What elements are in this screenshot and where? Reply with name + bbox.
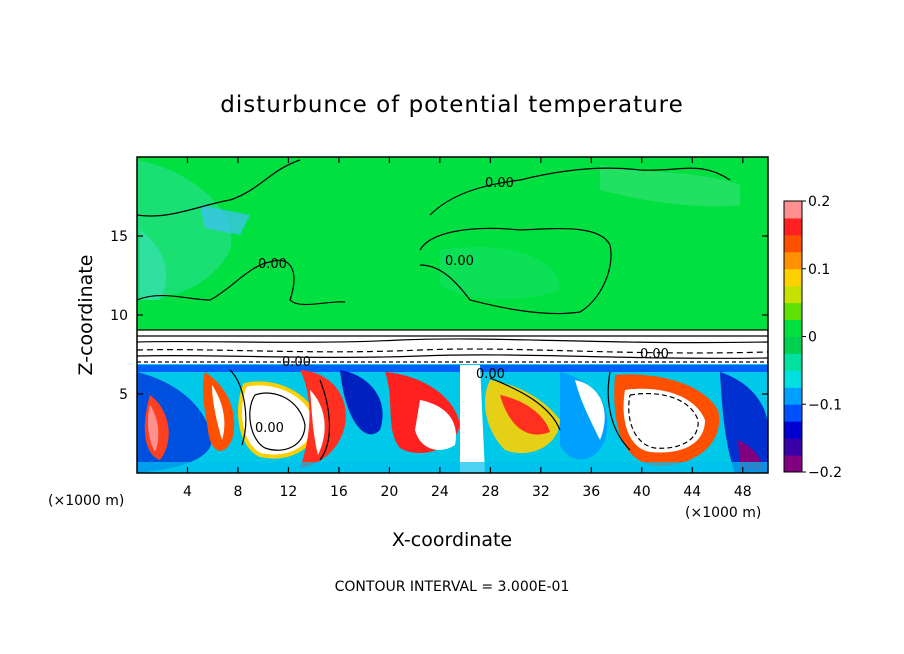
y-axis-label: Z-coordinate [75, 255, 97, 376]
x-tick-label: 36 [582, 484, 600, 500]
y-tick-label: 15 [110, 229, 128, 245]
colorbar-swatch [784, 438, 802, 456]
colorbar-swatch [784, 421, 802, 439]
colorbar-swatch [784, 217, 802, 236]
x-tick-label: 48 [734, 484, 752, 500]
upper-layer-patches [137, 160, 740, 300]
contour-interval-note: CONTOUR INTERVAL = 3.000E-01 [335, 579, 570, 595]
x-tick-label: 32 [532, 484, 550, 500]
colorbar-tick-label: −0.1 [808, 397, 842, 413]
contour-labels: 0.00 0.00 0.00 0.00 0.00 0.00 0.00 [255, 176, 669, 436]
colorbar-swatch [784, 370, 802, 388]
y-axis: 5 10 15 [110, 229, 768, 403]
x-unit-right: (×1000 m) [685, 505, 761, 521]
colorbar-swatch [784, 336, 802, 354]
x-tick-label: 28 [481, 484, 499, 500]
contour-lines [137, 159, 768, 461]
colorbar-swatch [784, 285, 802, 304]
x-tick-label: 24 [431, 484, 449, 500]
x-axis: 4 8 12 16 20 24 28 32 36 40 44 48 [183, 157, 752, 500]
contour-label: 0.00 [282, 355, 311, 370]
y-tick-label: 5 [119, 387, 128, 403]
x-unit-left: (×1000 m) [48, 493, 124, 509]
colorbar-swatch [784, 319, 802, 337]
colorbar-swatch [784, 302, 802, 321]
colorbar: 0.2 0.1 0 −0.1 −0.2 [783, 194, 842, 481]
contour-label: 0.00 [258, 257, 287, 272]
x-tick-label: 16 [330, 484, 348, 500]
plot-area: 0.00 0.00 0.00 0.00 0.00 0.00 0.00 [137, 157, 768, 473]
colorbar-swatch [784, 353, 802, 371]
x-tick-label: 8 [233, 484, 242, 500]
contour-label: 0.00 [640, 347, 669, 362]
chart-title: disturbunce of potential temperature [220, 92, 684, 118]
x-tick-label: 20 [380, 484, 398, 500]
x-axis-label: X-coordinate [392, 529, 512, 551]
y-tick-label: 10 [110, 308, 128, 324]
colorbar-swatch [784, 201, 802, 219]
colorbar-swatch [784, 404, 802, 422]
x-tick-label: 44 [683, 484, 701, 500]
inversion-band [137, 330, 768, 364]
colorbar-tick-label: 0.1 [808, 262, 830, 278]
colorbar-swatch [784, 455, 802, 473]
x-tick-label: 4 [183, 484, 192, 500]
colorbar-swatch [784, 387, 802, 405]
colorbar-swatch [784, 251, 802, 270]
lower-layer-blobs [137, 365, 768, 473]
colorbar-tick-label: 0.2 [808, 194, 830, 210]
contour-label: 0.00 [476, 367, 505, 382]
colorbar-swatch [784, 268, 802, 287]
colorbar-swatch [784, 234, 802, 253]
colorbar-tick-label: 0 [808, 330, 817, 346]
contour-label: 0.00 [255, 421, 284, 436]
contour-label: 0.00 [485, 176, 514, 191]
colorbar-tick-label: −0.2 [808, 465, 842, 481]
contour-label: 0.00 [445, 254, 474, 269]
x-tick-label: 40 [633, 484, 651, 500]
x-tick-label: 12 [280, 484, 298, 500]
